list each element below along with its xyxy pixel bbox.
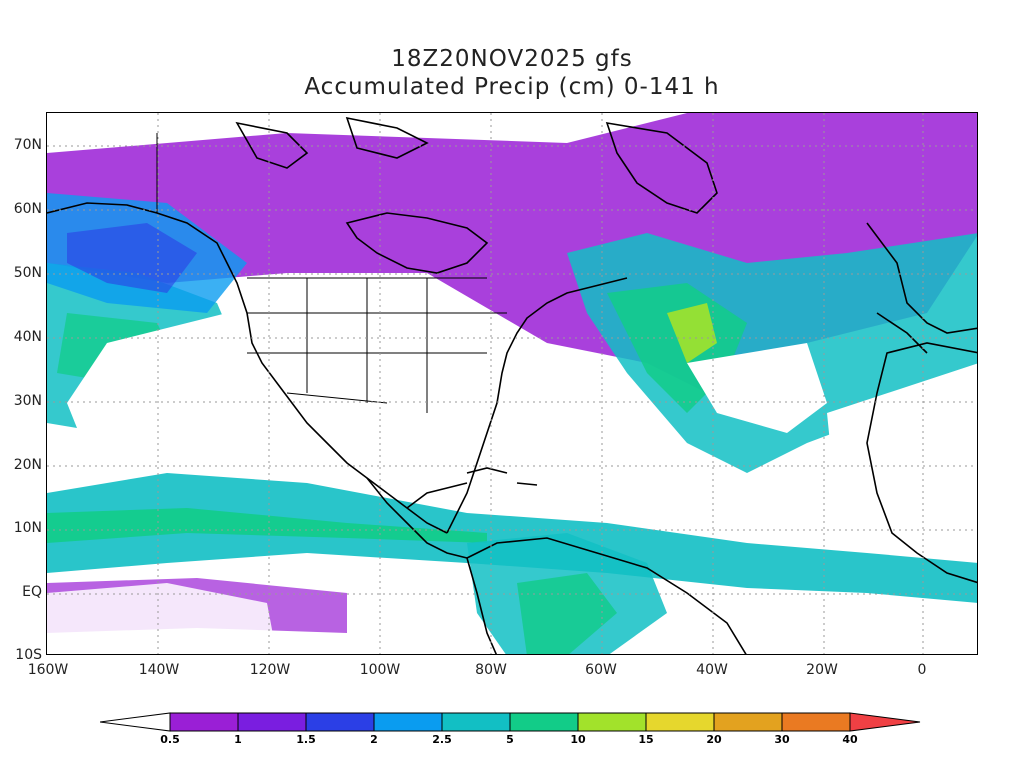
colorbar-level-label: 2 [370, 733, 378, 746]
lon-label-20w: 20W [806, 662, 838, 678]
lon-label-140w: 140W [138, 662, 180, 678]
lat-label-20n: 20N [13, 457, 42, 473]
lat-label-40n: 40N [13, 329, 42, 345]
precip-field-layer [47, 113, 977, 654]
lat-label-30n: 30N [13, 393, 42, 409]
lat-label-10n: 10N [13, 520, 42, 536]
lon-label-160w: 160W [27, 662, 69, 678]
colorbar-level-label: 1.5 [296, 733, 316, 746]
colorbar-level-label: 10 [570, 733, 586, 746]
colorbar-level-label: 20 [706, 733, 722, 746]
coastline-layer [47, 116, 977, 654]
colorbar-level-label: 40 [842, 733, 858, 746]
colorbar-cell-9 [713, 712, 783, 732]
colorbar-cell-6 [509, 712, 579, 732]
colorbar-cell-7 [577, 712, 647, 732]
colorbar-cell-above [849, 712, 921, 732]
lat-label-70n: 70N [13, 137, 42, 153]
lat-label-eq: EQ [22, 584, 42, 600]
colorbar-level-label: 15 [638, 733, 654, 746]
colorbar-cell-below [100, 712, 171, 732]
lon-label-0: 0 [917, 662, 927, 678]
lon-label-40w: 40W [696, 662, 728, 678]
lon-label-100w: 100W [359, 662, 401, 678]
lat-label-10s: 10S [15, 647, 42, 663]
colorbar-cell-8 [645, 712, 715, 732]
colorbar-cell-10 [781, 712, 851, 732]
precip-colorbar [100, 712, 921, 732]
colorbar-cell-4 [373, 712, 443, 732]
colorbar-level-label: 5 [506, 733, 514, 746]
precip-map-svg [47, 113, 977, 654]
lon-label-60w: 60W [585, 662, 617, 678]
colorbar-cell-5 [441, 712, 511, 732]
colorbar-cell-3 [305, 712, 375, 732]
graticule [47, 113, 977, 654]
map-title-variable: Accumulated Precip (cm) 0-141 h [304, 74, 720, 100]
lon-label-120w: 120W [249, 662, 291, 678]
colorbar-cell-2 [237, 712, 307, 732]
colorbar-level-label: 0.5 [160, 733, 180, 746]
lon-label-80w: 80W [475, 662, 507, 678]
colorbar-level-label: 30 [774, 733, 790, 746]
border-layer [156, 133, 507, 413]
colorbar-level-label: 2.5 [432, 733, 452, 746]
colorbar-level-label: 1 [234, 733, 242, 746]
lat-label-50n: 50N [13, 265, 42, 281]
precip-map [46, 112, 978, 655]
map-title-date: 18Z20NOV2025 gfs [391, 46, 633, 72]
lat-label-60n: 60N [13, 201, 42, 217]
colorbar-cell-1 [169, 712, 239, 732]
